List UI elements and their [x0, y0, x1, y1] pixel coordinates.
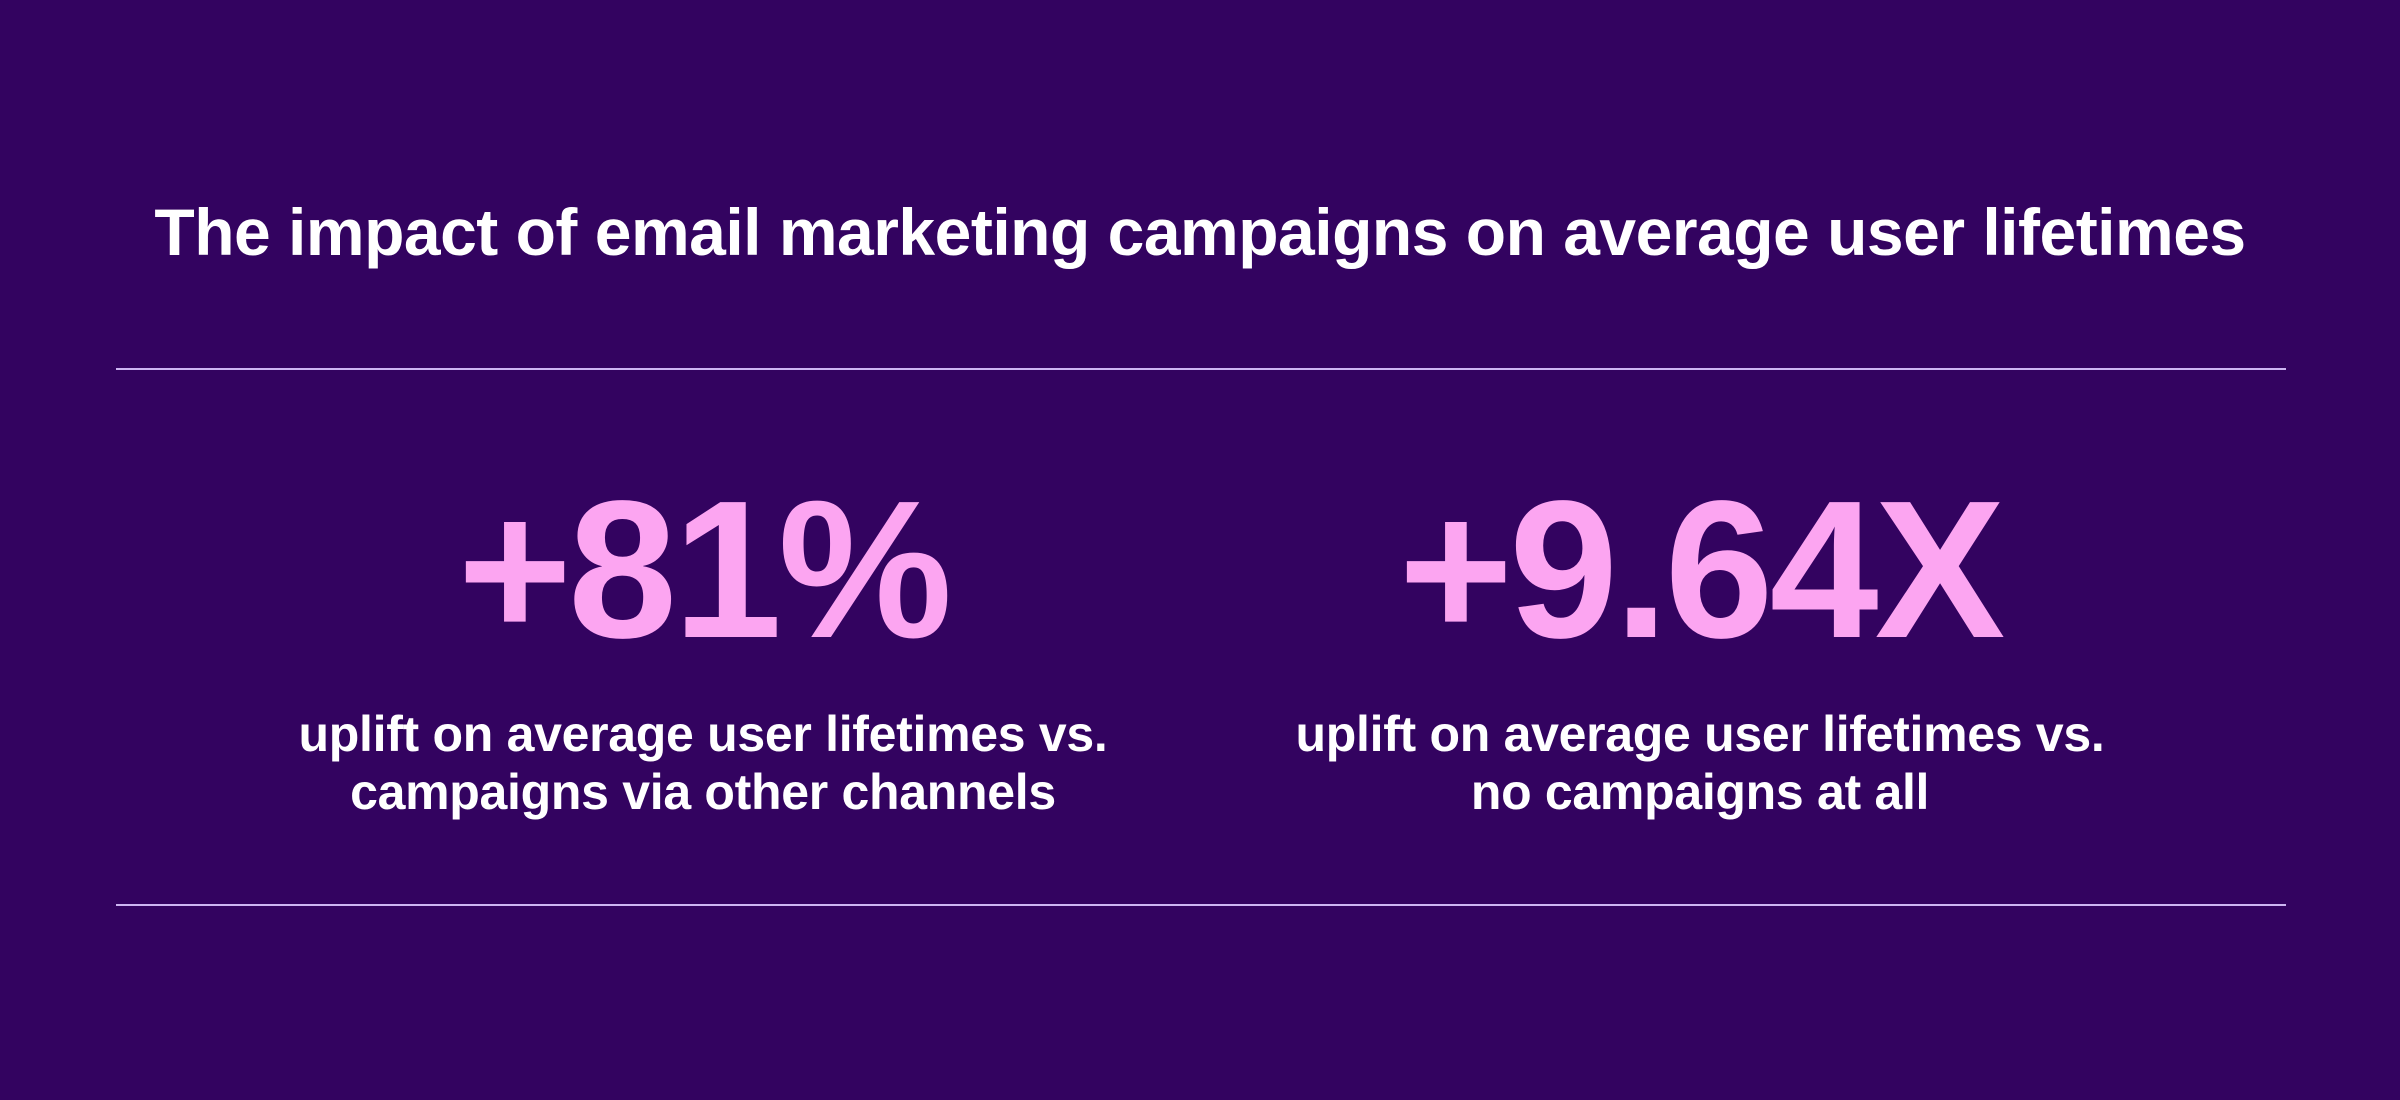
stat-value: +9.64X [1398, 460, 2006, 679]
stat-caption-line: campaigns via other channels [350, 764, 1056, 820]
stat-caption: uplift on average user lifetimes vs. no … [1200, 705, 2200, 821]
stat-caption-line: uplift on average user lifetimes vs. [298, 706, 1108, 762]
stat-caption-line: uplift on average user lifetimes vs. [1295, 706, 2105, 762]
bottom-divider [116, 904, 2286, 906]
stat-card-email-vs-no-campaigns: +9.64X uplift on average user lifetimes … [1200, 470, 2200, 821]
stat-caption: uplift on average user lifetimes vs. cam… [203, 705, 1203, 821]
page-title: The impact of email marketing campaigns … [154, 195, 2246, 270]
top-divider [116, 368, 2286, 370]
stat-card-email-vs-other-channels: +81% uplift on average user lifetimes vs… [203, 470, 1203, 821]
stat-value: +81% [457, 460, 953, 679]
stat-caption-line: no campaigns at all [1470, 764, 1930, 820]
